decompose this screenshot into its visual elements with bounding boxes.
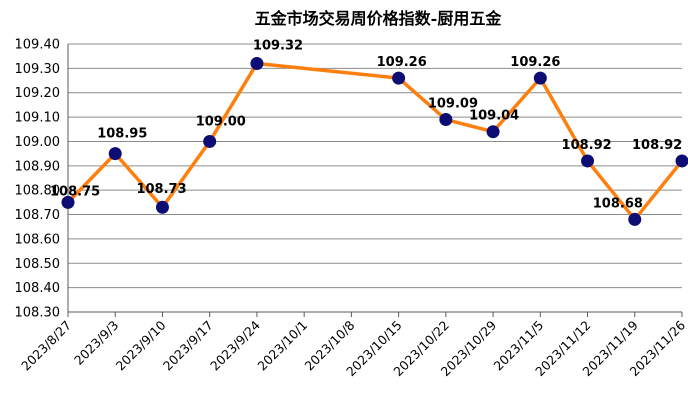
x-tick-label: 2023/9/3 bbox=[71, 318, 121, 368]
data-label: 109.00 bbox=[196, 114, 246, 129]
data-point bbox=[250, 56, 264, 70]
x-tick-label: 2023/8/27 bbox=[18, 318, 74, 374]
data-label: 108.95 bbox=[97, 127, 147, 142]
y-tick-label: 109.30 bbox=[15, 62, 61, 77]
data-label: 108.92 bbox=[632, 138, 682, 153]
data-point bbox=[155, 200, 169, 214]
data-label: 109.26 bbox=[377, 55, 427, 70]
data-label: 109.26 bbox=[510, 55, 560, 70]
data-point bbox=[108, 147, 122, 161]
series-line bbox=[66, 61, 684, 222]
data-point bbox=[533, 71, 547, 85]
x-axis: 2023/8/272023/9/32023/9/102023/9/172023/… bbox=[18, 312, 688, 379]
y-tick-label: 108.30 bbox=[15, 306, 61, 321]
data-label: 108.73 bbox=[136, 182, 186, 197]
data-labels: 108.75 108.95 108.73 109.00 109.32 109.26 109.… bbox=[50, 38, 682, 211]
data-point bbox=[61, 195, 75, 209]
data-point bbox=[439, 113, 453, 127]
data-label: 108.92 bbox=[562, 138, 612, 153]
y-tick-label: 109.20 bbox=[15, 86, 61, 101]
y-tick-label: 108.60 bbox=[15, 232, 61, 247]
gridlines bbox=[68, 43, 682, 313]
y-tick-label: 108.70 bbox=[15, 208, 61, 223]
y-tick-label: 109.10 bbox=[15, 111, 61, 126]
data-label: 109.04 bbox=[469, 109, 519, 124]
y-tick-label: 108.90 bbox=[15, 159, 61, 174]
y-tick-label: 108.40 bbox=[15, 281, 61, 296]
y-axis: 108.30 108.40 108.50 108.60 108.70 108.80 108.… bbox=[15, 38, 69, 321]
y-tick-label: 109.00 bbox=[15, 135, 61, 150]
y-tick-label: 108.50 bbox=[15, 257, 61, 272]
data-point bbox=[486, 125, 500, 139]
data-label: 108.68 bbox=[593, 196, 643, 211]
data-point bbox=[628, 212, 642, 226]
x-tick-label: 2023/9/10 bbox=[113, 317, 169, 373]
x-tick-label: 2023/10/1 bbox=[254, 318, 310, 374]
data-label: 109.09 bbox=[428, 97, 478, 112]
data-point bbox=[581, 154, 595, 168]
chart-title: 五金市场交易周价格指数-厨用五金 bbox=[255, 9, 503, 28]
y-tick-label: 108.80 bbox=[15, 184, 61, 199]
data-point bbox=[203, 134, 217, 148]
series-price-index bbox=[61, 56, 688, 226]
x-tick-label: 2023/9/24 bbox=[207, 317, 263, 373]
x-tick-label: 2023/9/17 bbox=[160, 318, 216, 374]
data-label: 109.32 bbox=[253, 38, 303, 53]
y-tick-label: 109.40 bbox=[15, 38, 61, 53]
data-point bbox=[675, 154, 688, 168]
data-label: 108.75 bbox=[50, 184, 100, 199]
data-point bbox=[392, 71, 406, 85]
